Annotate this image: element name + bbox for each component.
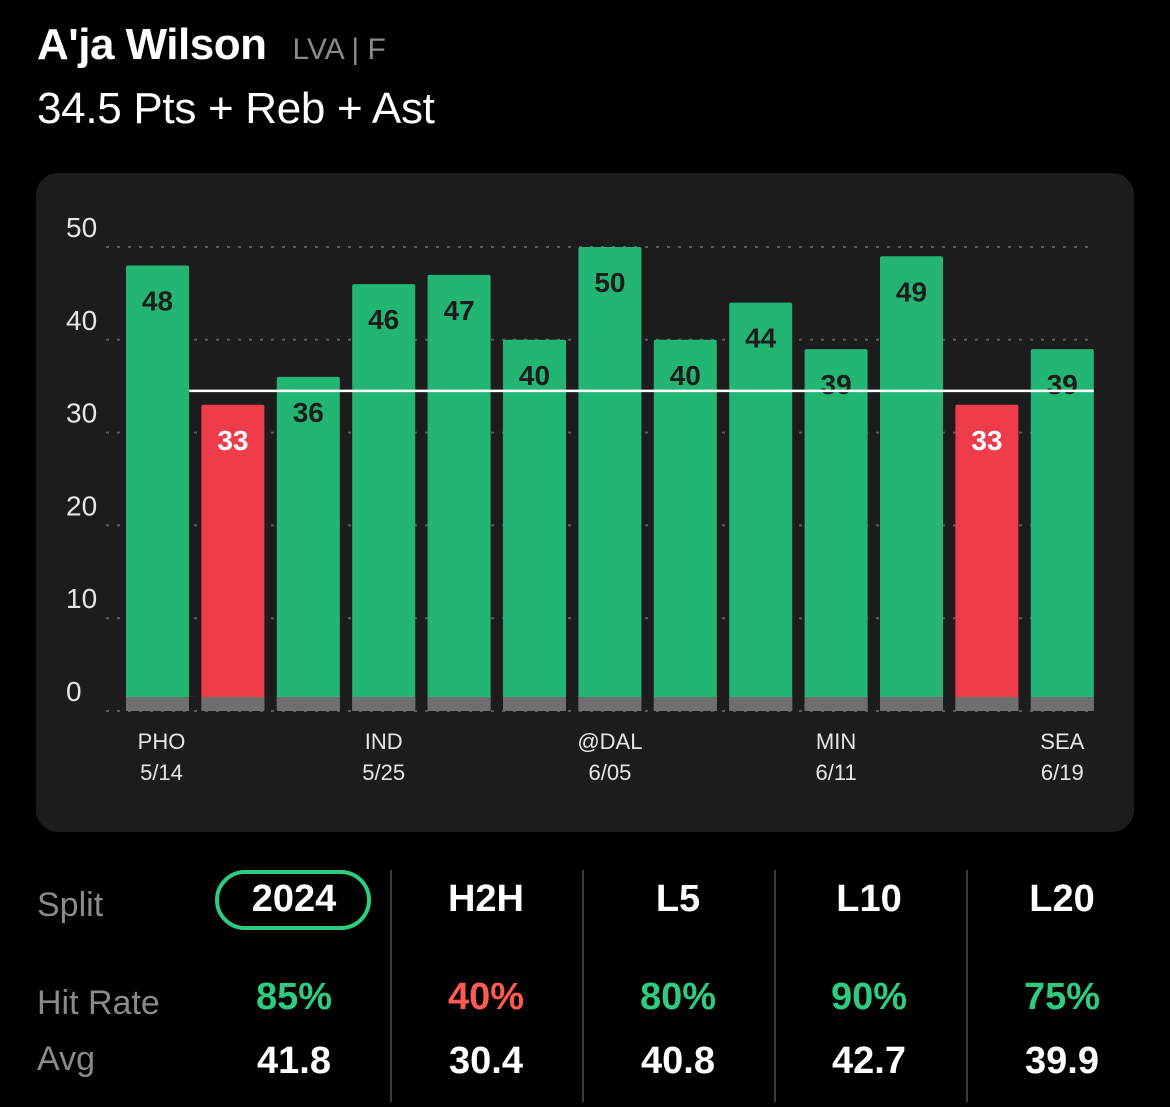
bar-value-label: 44 [745,323,777,354]
split-tab-h2h[interactable]: H2H [447,878,525,920]
bar-value-label: 50 [594,267,625,298]
hit-rate-row-label: Hit Rate [37,984,160,1022]
bar [126,265,189,711]
x-team-label: IND [365,729,403,754]
hit-rate-value: 80% [639,976,717,1018]
avg-value: 42.7 [832,1040,906,1082]
bar [427,274,491,711]
column-divider [774,870,776,1102]
x-team-label: MIN [816,729,856,754]
hit-rate-value: 40% [447,976,525,1018]
bar-value-label: 47 [444,295,475,326]
avg-value: 41.8 [257,1040,331,1082]
bar-base [1030,697,1094,711]
hit-rate-value: 75% [1023,976,1101,1018]
bar-value-label: 39 [821,369,852,400]
y-tick-label: 50 [66,212,97,243]
bar [578,247,642,711]
split-row-label: Split [37,886,104,924]
bar-base [276,697,340,711]
x-date-label: 5/14 [140,760,183,785]
bar [201,404,265,711]
column-divider [966,870,968,1102]
bar [352,284,416,711]
bar [880,256,943,711]
column-divider [582,870,584,1102]
bar [804,349,868,711]
y-tick-label: 20 [66,490,97,521]
bar-value-label: 36 [293,397,324,428]
split-tab-l5[interactable]: L5 [655,878,701,920]
bar-base [352,697,416,711]
bar-base [955,697,1019,711]
bar-value-label: 46 [368,304,399,335]
bar [653,339,717,711]
bar [729,302,793,711]
avg-value: 40.8 [641,1040,715,1082]
bar [503,339,566,711]
player-header: A'ja Wilson LVA | F [37,20,386,70]
hit-rate-value: 90% [830,976,908,1018]
bar [1030,349,1094,711]
bar-base [201,697,265,711]
x-date-label: 5/25 [362,760,405,785]
bar-base [880,697,943,711]
y-tick-label: 40 [66,305,97,336]
y-tick-label: 30 [66,398,97,429]
player-name: A'ja Wilson [37,20,267,69]
active-split-indicator [215,870,371,930]
x-team-label: SEA [1040,729,1084,754]
bar-base [503,697,566,711]
bar-value-label: 39 [1047,369,1078,400]
bar-value-label: 49 [896,276,927,307]
bar-base [578,697,642,711]
x-team-label: @DAL [577,729,642,754]
x-date-label: 6/05 [588,760,631,785]
bar-base [729,697,793,711]
bar-base [804,697,868,711]
bar-base [427,697,491,711]
avg-row-label: Avg [37,1040,95,1078]
bar-value-label: 48 [142,286,173,317]
split-tab-l20[interactable]: L20 [1029,878,1095,920]
bar [276,376,340,711]
x-date-label: 6/11 [816,760,857,785]
avg-value: 30.4 [449,1040,523,1082]
bar [955,404,1019,711]
y-tick-label: 0 [66,676,82,707]
split-tab-l10[interactable]: L10 [836,878,902,920]
avg-value: 39.9 [1025,1040,1099,1082]
team-position: LVA | F [292,33,386,66]
bar-value-label: 40 [670,360,701,391]
bar-base [653,697,717,711]
y-tick-label: 10 [66,583,97,614]
chart-card: 0 10 20 30 40 50 48 33 36 46 47 40 50 40 44 39 49 33 39 PHO… [36,173,1134,832]
bar-value-label: 40 [519,360,550,391]
bar-value-label: 33 [217,425,248,456]
column-divider [390,870,392,1102]
x-date-label: 6/19 [1041,760,1084,785]
split-tab-2024[interactable]: 2024 [251,878,337,920]
bar-base [126,697,189,711]
prop-line: 34.5 Pts + Reb + Ast [37,84,435,133]
hit-rate-value: 85% [255,976,333,1018]
bar-value-label: 33 [971,425,1002,456]
bar-chart: 0 10 20 30 40 50 48 33 36 46 47 40 50 40 44 39 49 33 39 PHO… [66,212,1096,785]
x-team-label: PHO [138,729,186,754]
stats-table: Split Hit Rate Avg 2024 85% 41.8 H2H 40% 30.4… [0,860,1170,1107]
